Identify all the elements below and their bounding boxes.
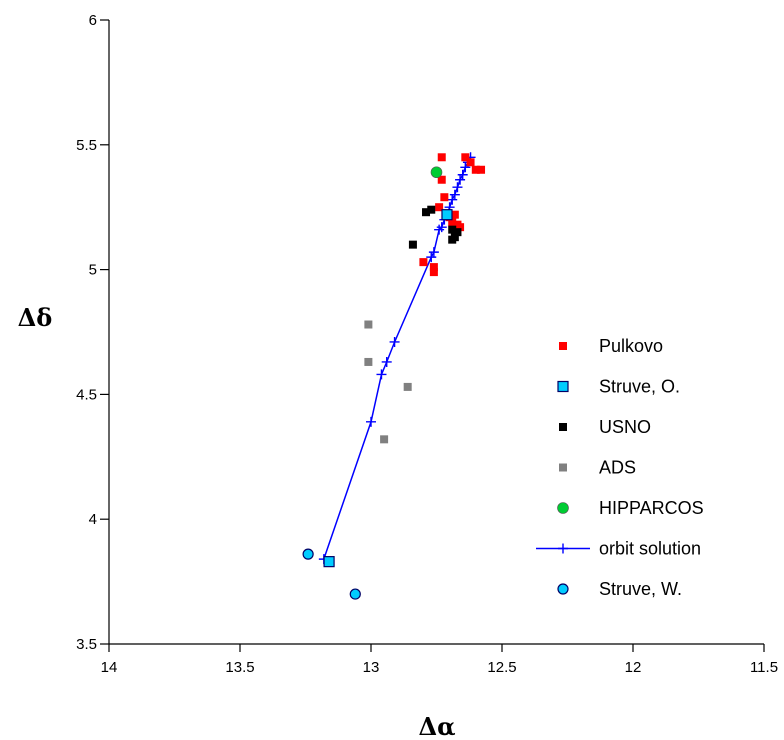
data-point [349, 588, 361, 600]
y-axis-label: Δδ [18, 303, 53, 332]
legend-item: orbit solution [536, 539, 701, 559]
data-point [364, 357, 373, 366]
orbit-point [381, 356, 392, 367]
data-point [437, 175, 446, 184]
data-point [435, 203, 444, 212]
data-point [477, 165, 486, 174]
legend-item: Struve, O. [557, 377, 680, 397]
legend-marker [557, 380, 569, 393]
data-point [471, 165, 480, 174]
data-point [437, 153, 446, 162]
x-tick-label: 13 [363, 659, 380, 676]
legend-label: HIPPARCOS [599, 498, 704, 518]
data-point [448, 225, 457, 234]
legend-item: Pulkovo [559, 336, 663, 356]
legend-label: Struve, W. [599, 579, 682, 599]
orbit-point [428, 247, 439, 258]
legend-label: USNO [599, 417, 651, 437]
series-pulkovo [419, 153, 486, 277]
orbit-point [447, 194, 458, 205]
legend-marker [559, 463, 567, 472]
data-point [419, 258, 428, 267]
y-tick-label: 5.5 [76, 137, 97, 154]
data-point [380, 435, 389, 444]
orbit-point [455, 174, 466, 185]
y-tick-label: 4 [89, 511, 97, 528]
data-point [453, 228, 462, 237]
legend-marker [559, 423, 567, 431]
legend-marker [557, 583, 569, 595]
legend: Pulkovo Struve, O. USNO ADS HIPPARCOS orbit s… [536, 336, 704, 599]
orbit-point [434, 224, 445, 235]
data-point [466, 158, 475, 167]
orbit-point [452, 182, 463, 193]
orbit-point [426, 252, 437, 263]
data-point [461, 153, 470, 162]
series-ads [364, 320, 412, 444]
data-point [450, 210, 459, 219]
data-point [364, 320, 373, 329]
legend-label: Struve, O. [599, 377, 680, 397]
data-point [430, 166, 443, 179]
series-hipparcos [430, 166, 443, 179]
orbit-point [436, 222, 447, 233]
x-tick-label: 13.5 [225, 659, 254, 676]
data-point [429, 263, 438, 272]
data-point [427, 205, 436, 214]
legend-marker [558, 543, 568, 554]
orbit-point [460, 162, 471, 173]
x-tick-label: 14 [101, 659, 118, 676]
data-point [302, 548, 314, 560]
legend-label: Pulkovo [599, 336, 663, 356]
data-point [408, 240, 417, 249]
x-axis-label: Δα [418, 712, 455, 740]
series-struve-w [302, 548, 361, 600]
data-point [403, 382, 412, 391]
legend-item: Struve, W. [557, 579, 682, 599]
orbit-point [376, 369, 387, 380]
legend-marker [557, 502, 569, 514]
y-tick-label: 5 [89, 262, 97, 279]
legend-item: HIPPARCOS [557, 498, 704, 518]
data-point [429, 268, 438, 277]
x-tick-label: 12.5 [487, 659, 516, 676]
series-usno [408, 205, 462, 249]
legend-item: USNO [559, 417, 651, 437]
orbit-point [366, 416, 376, 427]
orbit-point [457, 169, 468, 180]
data-point [441, 209, 453, 221]
orbit-point [389, 336, 400, 347]
data-point [448, 218, 457, 227]
legend-label: ADS [599, 458, 636, 478]
series-struve-o [323, 209, 453, 568]
x-tick-label: 12 [625, 659, 642, 676]
x-tick-label: 11.5 [750, 659, 778, 676]
data-point [440, 193, 449, 202]
y-tick-label: 3.5 [76, 636, 97, 653]
legend-marker [559, 342, 567, 350]
data-point [323, 556, 335, 568]
legend-item: ADS [559, 458, 636, 478]
y-tick-label: 6 [89, 12, 97, 29]
data-marks [302, 152, 486, 600]
legend-label: orbit solution [599, 539, 701, 559]
y-tick-label: 4.5 [76, 386, 97, 403]
data-point [422, 208, 431, 217]
data-point [456, 223, 465, 232]
data-point [448, 235, 457, 244]
tick-labels: 3.5 4 4.5 5 5.5 6 14 13.5 13 12.5 12 11.5 [76, 12, 778, 676]
orbit-point [449, 189, 460, 200]
axes [100, 19, 765, 652]
